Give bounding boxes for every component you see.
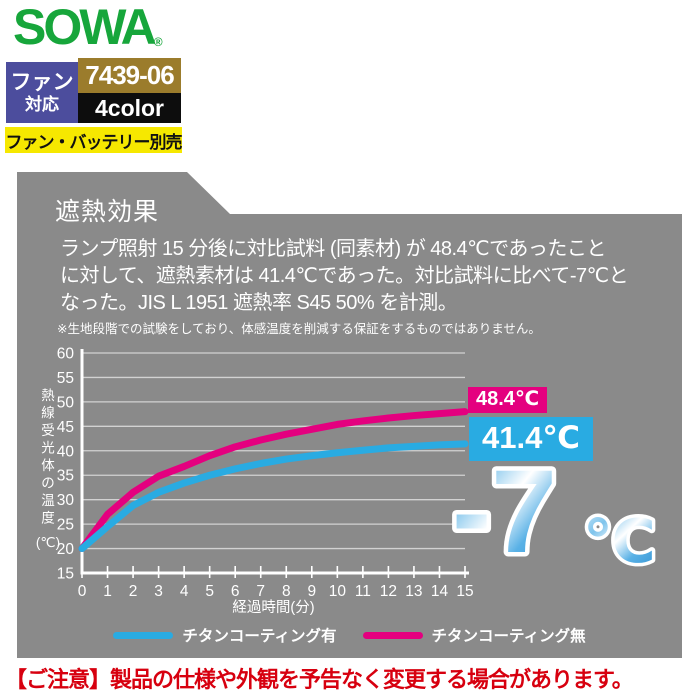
y-tick-label: 20	[57, 541, 75, 558]
panel-description: ランプ照射 15 分後に対比試料 (同素材) が 48.4℃であったこと に対し…	[60, 236, 629, 317]
x-tick-label: 0	[78, 583, 87, 600]
description-line-1: ランプ照射 15 分後に対比試料 (同素材) が 48.4℃であったこと	[60, 238, 606, 260]
x-tick-label: 4	[180, 583, 189, 600]
legend-swatch	[113, 631, 174, 639]
temperature-difference-graphic: -7 ℃	[450, 450, 659, 570]
x-tick-label: 11	[355, 583, 371, 600]
y-axis-title-char: 光	[41, 441, 55, 456]
brand-logo: SOWA®	[13, 2, 163, 52]
y-axis-title-char: 度	[41, 511, 55, 526]
x-tick-label: 15	[456, 583, 473, 600]
legend-label: チタンコーティング無	[431, 628, 586, 645]
difference-value-text: -7	[452, 450, 557, 570]
registered-trademark-icon: ®	[153, 35, 163, 49]
x-tick-label: 12	[380, 583, 397, 600]
footer-notice: 【ご注意】製品の仕様や外観を予告なく変更する場合があります。	[5, 667, 634, 692]
y-axis-title-char: 温	[41, 493, 55, 508]
y-axis-title-char: 体	[41, 458, 55, 473]
y-axis-title-char: の	[41, 476, 55, 491]
description-line-2: に対して、遮熱素材は 41.4℃であった。対比試料に比べて-7℃と	[60, 265, 629, 287]
y-tick-label: 15	[57, 566, 74, 583]
x-tick-label: 2	[129, 583, 138, 600]
y-tick-label: 60	[57, 346, 75, 363]
y-axis-unit: (℃)	[36, 535, 60, 550]
difference-unit-text: ℃	[583, 508, 656, 570]
with-coating-temp-callout: 41.4℃	[469, 417, 593, 461]
legend-label: チタンコーティング有	[182, 628, 337, 645]
x-tick-label: 9	[307, 583, 316, 600]
description-line-3: なった。JIS L 1951 遮熱率 S45 50% を計測。	[60, 292, 458, 314]
x-tick-label: 10	[329, 583, 347, 600]
panel-title: 遮熱効果	[55, 198, 160, 226]
without-coating-temp-callout: 48.4℃	[468, 387, 548, 413]
y-tick-label: 50	[57, 394, 75, 411]
color-count-badge: 4color	[78, 93, 181, 123]
series-line-チタンコーティング有	[78, 440, 469, 553]
x-tick-label: 7	[256, 583, 265, 600]
x-tick-label: 8	[282, 583, 291, 600]
y-axis-title-char: 受	[41, 423, 55, 438]
series-line-チタンコーティング無	[78, 408, 469, 553]
product-code-badge: 7439-06	[78, 58, 181, 93]
disclaimer-note: ※生地段階での試験をしており、体感温度を削減する保証をするものではありません。	[57, 322, 541, 336]
y-axis-title-char: 線	[41, 406, 55, 421]
x-axis-title: 経過時間(分)	[232, 599, 314, 616]
y-tick-label: 45	[57, 419, 74, 436]
fan-badge-line2: 対応	[25, 94, 59, 114]
heat-shield-panel: 遮熱効果 ランプ照射 15 分後に対比試料 (同素材) が 48.4℃であったこ…	[17, 172, 682, 658]
chart-legend: チタンコーティング有 チタンコーティング無	[17, 624, 682, 646]
y-tick-label: 35	[57, 468, 74, 485]
x-tick-label: 5	[205, 583, 214, 600]
legend-swatch	[362, 631, 423, 639]
legend-item: チタンコーティング無	[362, 624, 586, 646]
legend-item: チタンコーティング有	[113, 624, 337, 646]
sold-separately-badge: ファン・バッテリー別売	[5, 127, 183, 153]
brand-logo-text: SOWA	[13, 0, 157, 55]
fan-compatible-badge: ファン 対応	[6, 62, 78, 123]
x-tick-label: 13	[405, 583, 422, 600]
x-tick-label: 3	[154, 583, 163, 600]
y-tick-label: 25	[57, 517, 74, 534]
y-tick-label: 40	[57, 443, 75, 460]
fan-badge-line1: ファン	[10, 70, 74, 94]
y-axis-title-char: 熱	[41, 388, 55, 403]
x-tick-label: 6	[231, 583, 240, 600]
y-tick-label: 55	[57, 370, 74, 387]
x-tick-label: 14	[431, 583, 449, 600]
x-tick-label: 1	[103, 583, 112, 600]
y-tick-label: 30	[57, 492, 75, 509]
